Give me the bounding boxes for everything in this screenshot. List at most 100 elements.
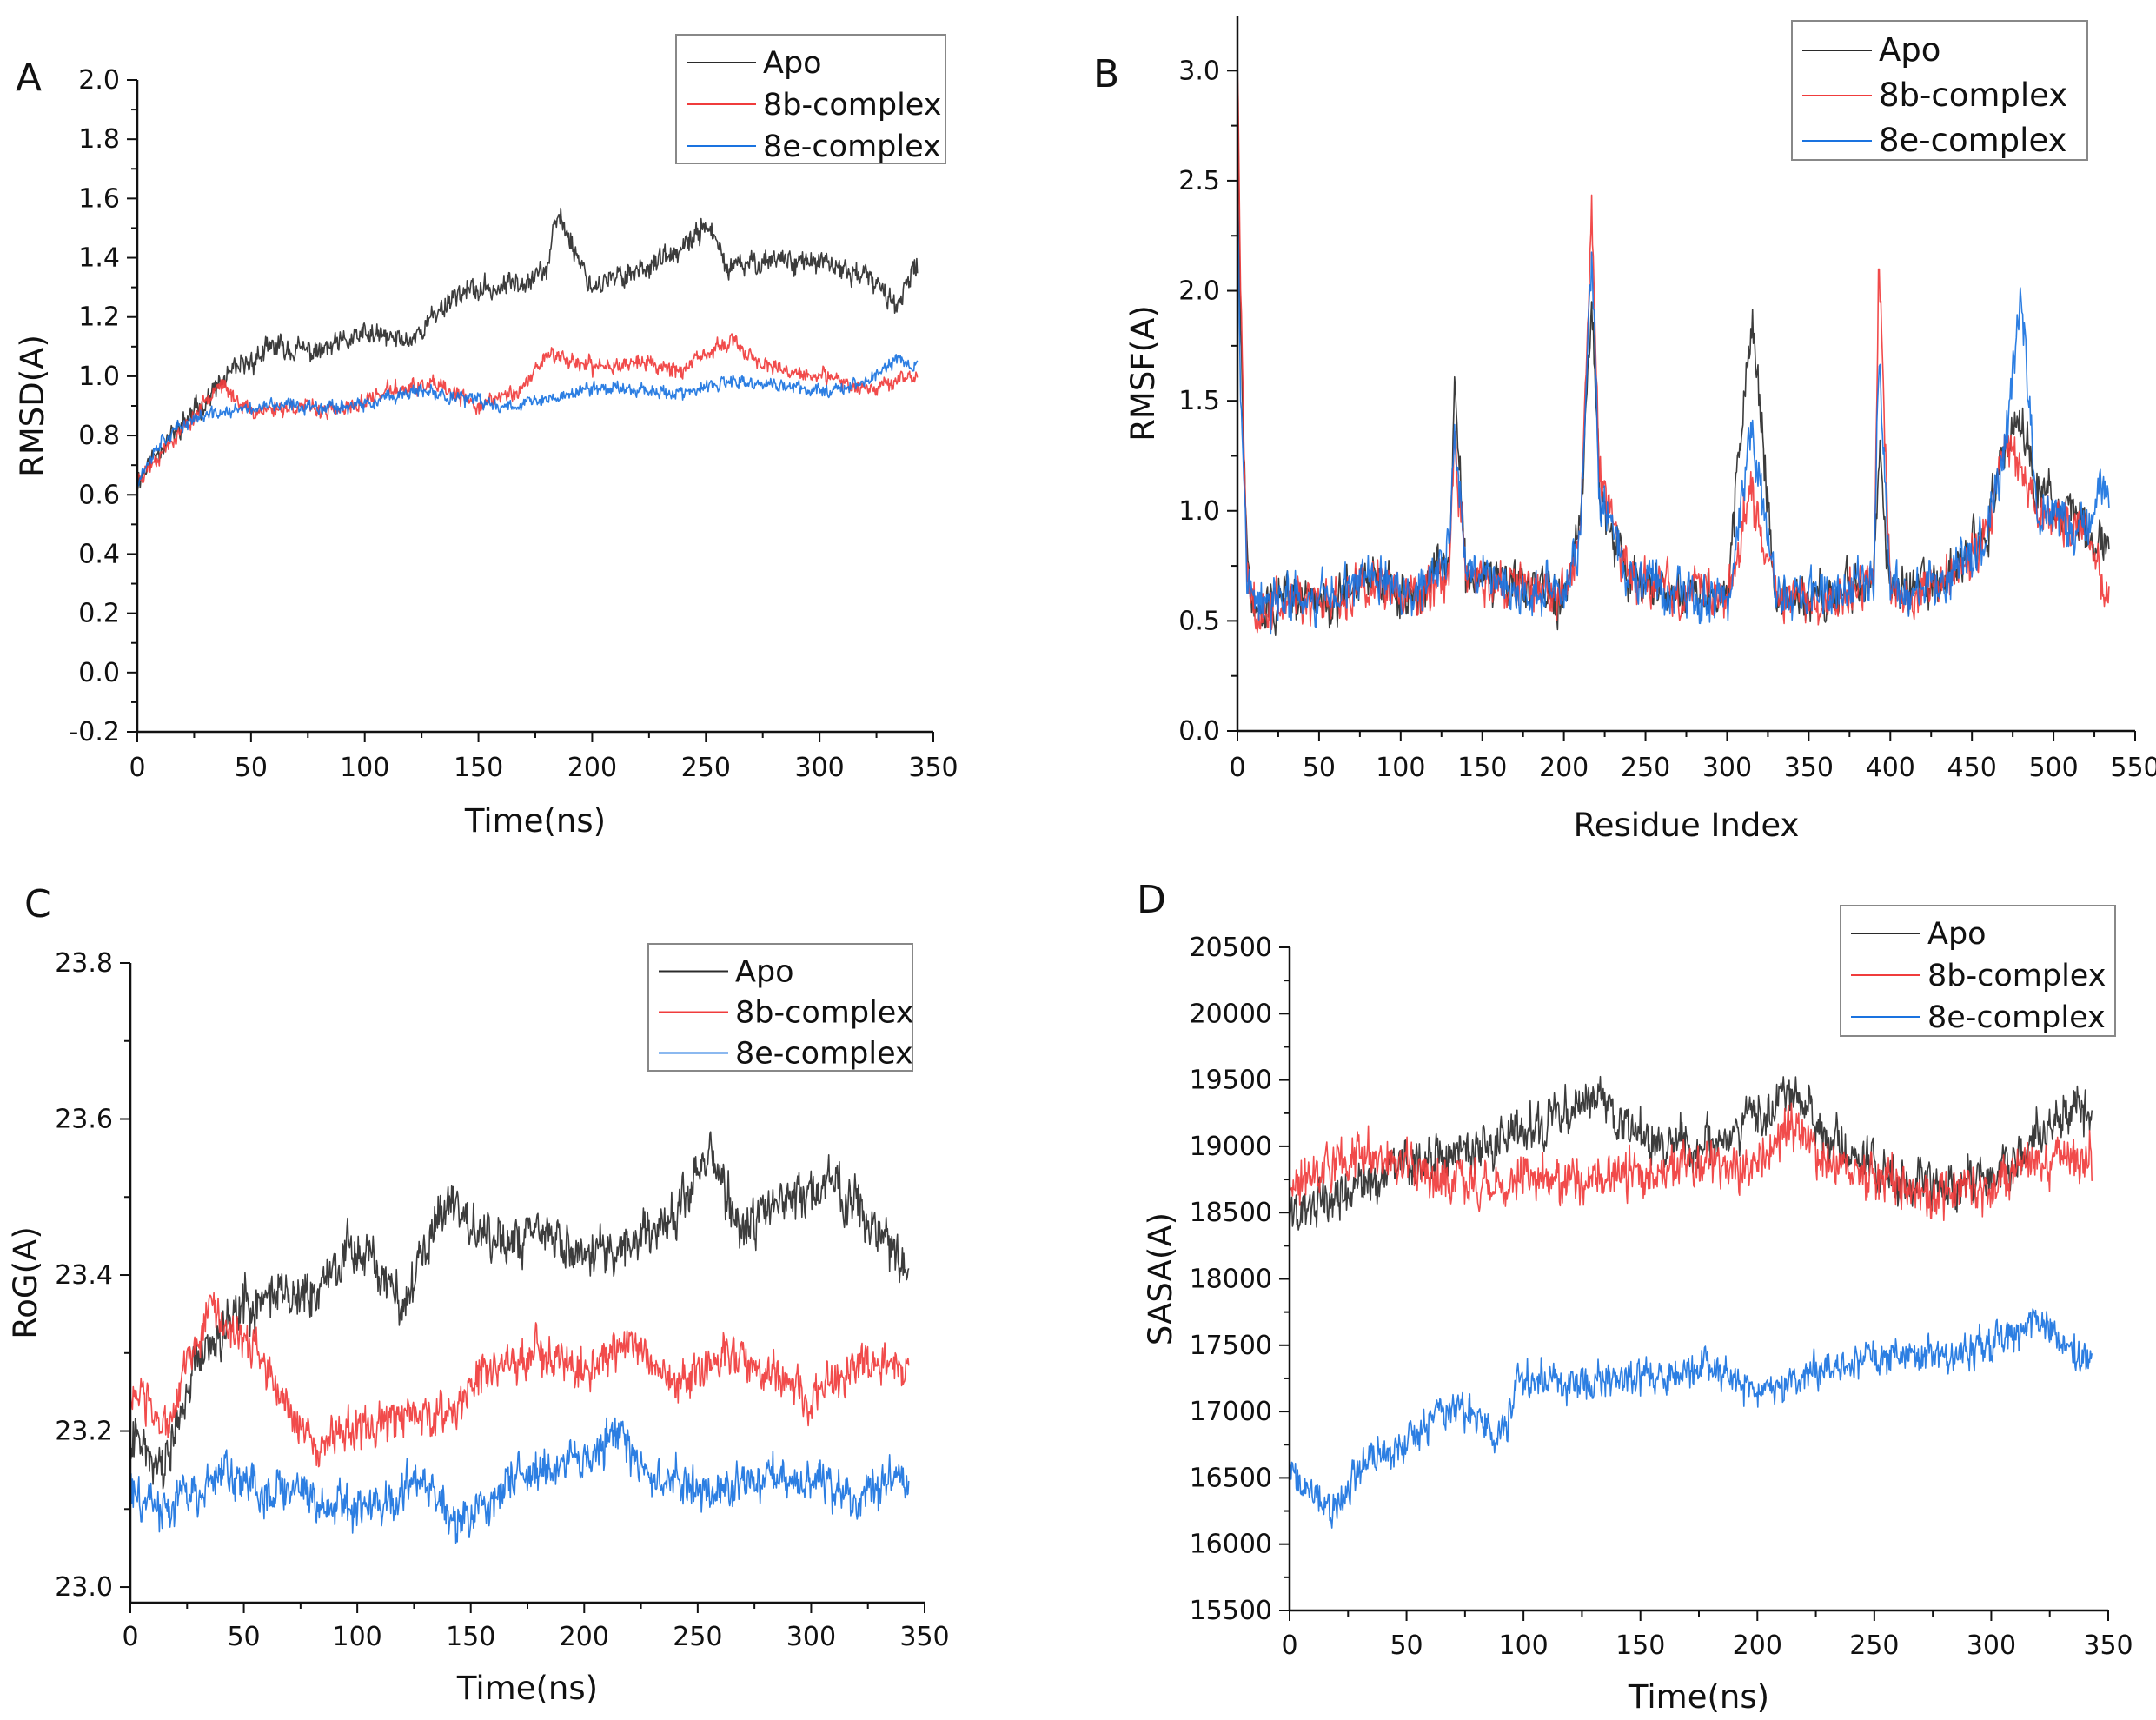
panel-d-legend: Apo 8b-complex 8e-complex: [1840, 905, 2116, 1037]
panel-d-legend-box: [1840, 905, 2116, 1037]
panel-d-y-tick-label: 16000: [1190, 1530, 1272, 1560]
panel-d-y-tick-label: 17000: [1190, 1397, 1272, 1427]
panel-b-y-tick-label: 2.0: [1178, 276, 1220, 307]
panel-a-x-tick-label: 350: [908, 753, 958, 783]
panel-d-x-tick-label: 250: [1849, 1630, 1899, 1661]
panel-b-x-tick-label: 0: [1229, 753, 1245, 783]
panel-b-legend-entry: 8b-complex: [1879, 76, 2067, 114]
panel-d-legend-entry: 8b-complex: [1927, 959, 2106, 993]
panel-b-x-tick-label: 200: [1539, 753, 1589, 783]
panel-b-x-tick-label: 100: [1376, 753, 1425, 783]
panel-a: A 0 50 100 150 200 250 300 350 -0.2 0.0 0.2 0.4 0.6 0.…: [14, 34, 959, 840]
panel-b-x-tick-label: 150: [1457, 753, 1507, 783]
panel-d-y-tick-label: 17500: [1190, 1331, 1272, 1361]
panel-b-x-tick-label: 50: [1303, 753, 1336, 783]
panel-d-y-tick-label: 19000: [1190, 1132, 1272, 1162]
panel-a-letter: A: [16, 56, 42, 100]
panel-d-y-tick-label: 18500: [1190, 1198, 1272, 1228]
panel-d-x-tick-label: 150: [1615, 1630, 1665, 1661]
panel-a-y-tick-label: 0.2: [78, 599, 120, 629]
panel-c-legend: Apo 8b-complex 8e-complex: [647, 943, 913, 1072]
panel-a-y-tick-label: 0.8: [78, 421, 120, 451]
panel-c-legend-entry: 8b-complex: [735, 996, 913, 1031]
panel-d-y-tick-label: 15500: [1190, 1596, 1272, 1626]
panel-b-x-tick-label: 350: [1784, 753, 1834, 783]
panel-a-legend-box: [675, 34, 946, 164]
panel-a-y-tick-label: 0.0: [78, 658, 120, 688]
panel-a-x-tick-label: 200: [567, 753, 617, 783]
panel-b-y-tick-label: 0.5: [1178, 606, 1220, 636]
panel-d-x-tick-label: 100: [1499, 1630, 1549, 1661]
panel-c-letter: C: [24, 882, 51, 926]
panel-b-y-tick-label: 3.0: [1178, 56, 1220, 86]
panel-a-legend-entry: 8b-complex: [763, 88, 941, 123]
panel-b-legend-entry: 8e-complex: [1879, 122, 2066, 159]
panel-b-y-tick-label: 1.0: [1178, 496, 1220, 527]
panel-d-x-tick-label: 0: [1281, 1630, 1297, 1661]
panel-a-x-tick-label: 100: [340, 753, 389, 783]
panel-a-x-tick-label: 150: [454, 753, 503, 783]
panel-d-y-tick-label: 20500: [1190, 933, 1272, 963]
panel-b-x-tick-label: 250: [1621, 753, 1670, 783]
panel-d-x-tick-label: 350: [2083, 1630, 2133, 1661]
panel-d: D 0 50 100 150 200 250 300 350 15500 16000 16500 170…: [1137, 878, 2133, 1716]
panel-a-legend: Apo 8b-complex 8e-complex: [675, 34, 946, 164]
panel-c-y-tick-label: 23.6: [55, 1105, 113, 1135]
panel-d-legend-entry: Apo: [1927, 917, 1987, 952]
panel-a-x-tick-label: 300: [795, 753, 845, 783]
panel-c-x-tick-label: 200: [560, 1622, 609, 1652]
panel-b: B 0 50 100 150 200 250 300 350 400 450 500 550 0.0 0.5…: [1093, 16, 2156, 844]
panel-b-x-tick-label: 500: [2028, 753, 2078, 783]
panel-d-x-tick-label: 200: [1733, 1630, 1782, 1661]
panel-b-x-tick-label: 550: [2110, 753, 2156, 783]
panel-b-legend-entry: Apo: [1879, 31, 1940, 69]
panel-c-x-tick-label: 150: [446, 1622, 495, 1652]
panel-d-series-8b-complex: [1289, 1102, 2093, 1221]
panel-a-x-axis-title: Time(ns): [464, 802, 606, 840]
panel-d-x-tick-label: 50: [1390, 1630, 1423, 1661]
panel-a-legend-entry: 8e-complex: [763, 129, 941, 164]
panel-d-series-8e-complex: [1289, 1308, 2093, 1529]
panel-a-y-tick-label: 2.0: [78, 65, 120, 96]
panel-d-y-axis-title: SASA(A): [1142, 1212, 1179, 1345]
panel-a-y-tick-label: 1.8: [78, 124, 120, 155]
panel-c-series-8b-complex: [129, 1292, 910, 1468]
panel-b-legend-box: [1791, 20, 2088, 161]
panel-a-x-tick-label: 50: [235, 753, 268, 783]
panel-c-x-axis-title: Time(ns): [456, 1670, 598, 1707]
panel-d-legend-entry: 8e-complex: [1927, 1000, 2106, 1035]
panel-c-series-8e-complex: [129, 1417, 910, 1544]
panel-a-series-apo: [136, 207, 919, 489]
panel-c-x-tick-label: 250: [673, 1622, 722, 1652]
panel-a-y-tick-label: 1.0: [78, 362, 120, 392]
panel-c: C 0 50 100 150 200 250 300 350 23.0 23.2 23.4 23.6 23…: [7, 882, 950, 1707]
panel-d-y-tick-label: 16500: [1190, 1463, 1272, 1493]
panel-c-y-tick-label: 23.8: [55, 948, 113, 979]
panel-d-y-tick-label: 19500: [1190, 1066, 1272, 1096]
panel-c-x-tick-label: 100: [333, 1622, 382, 1652]
panel-a-y-tick-label: 0.4: [78, 539, 120, 569]
panel-a-x-tick-label: 250: [681, 753, 731, 783]
panel-a-series-group: [136, 207, 919, 489]
panel-a-y-tick-label: -0.2: [69, 717, 120, 747]
panel-c-series-group: [129, 1131, 910, 1544]
panel-b-x-tick-label: 300: [1702, 753, 1752, 783]
panel-b-y-tick-label: 1.5: [1178, 386, 1220, 416]
panel-b-letter: B: [1093, 52, 1119, 96]
panel-b-y-tick-label: 0.0: [1178, 716, 1220, 747]
panel-c-x-tick-label: 350: [899, 1622, 949, 1652]
panel-a-y-axis-title: RMSD(A): [14, 335, 51, 477]
panel-d-series-group: [1289, 1075, 2093, 1529]
panel-d-y-tick-label: 18000: [1190, 1265, 1272, 1295]
panel-c-x-tick-label: 300: [786, 1622, 836, 1652]
panel-b-x-axis-title: Residue Index: [1574, 807, 1800, 844]
panel-c-x-tick-label: 0: [122, 1622, 138, 1652]
panel-c-y-axis-title: RoG(A): [7, 1226, 44, 1339]
panel-b-x-tick-label: 400: [1866, 753, 1915, 783]
panel-b-x-tick-label: 450: [1947, 753, 1997, 783]
panel-a-legend-entry: Apo: [763, 46, 822, 81]
panel-c-y-tick-label: 23.0: [55, 1572, 113, 1603]
panel-c-series-apo: [129, 1131, 910, 1490]
panel-b-series-group: [1237, 63, 2110, 637]
panel-d-x-axis-title: Time(ns): [1628, 1678, 1769, 1716]
